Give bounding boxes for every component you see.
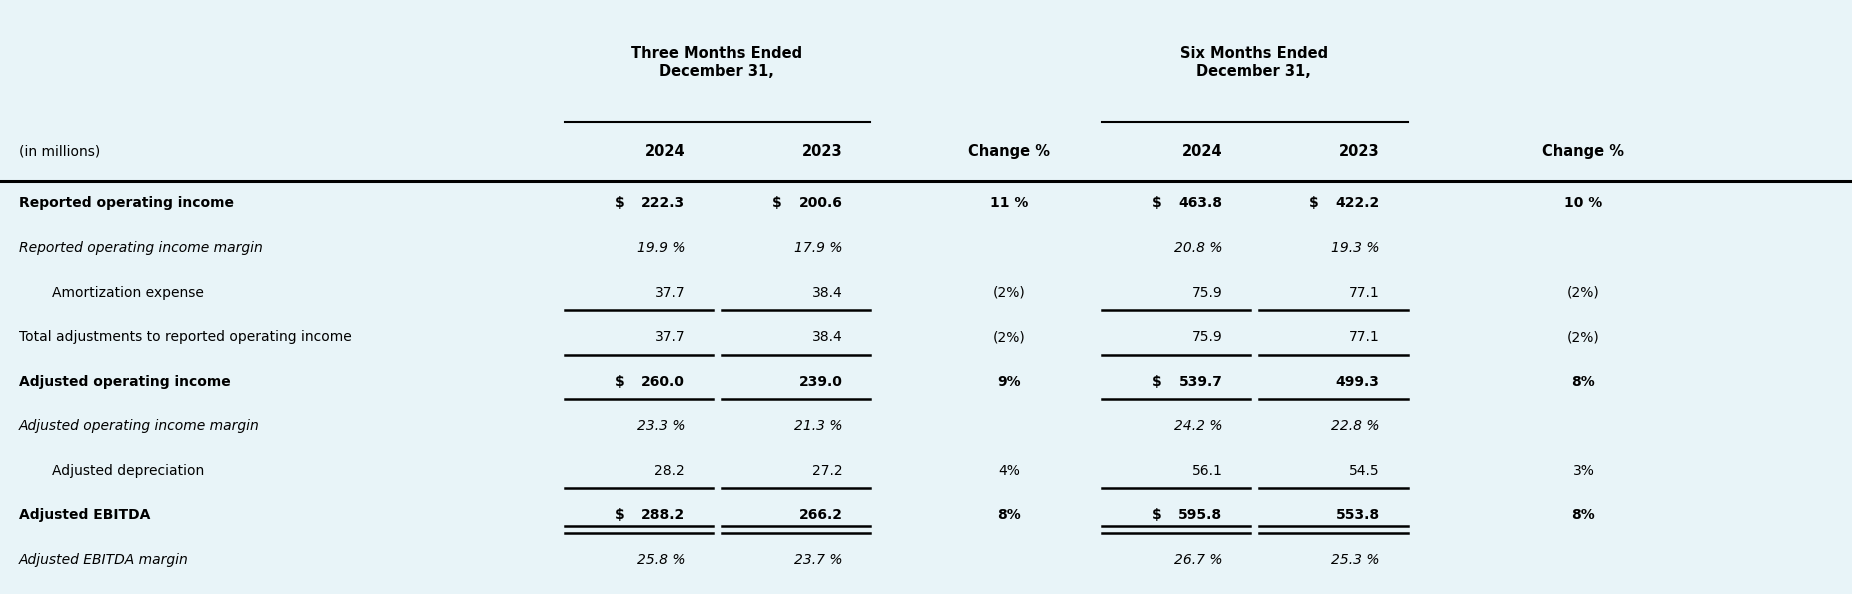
Text: 54.5: 54.5 [1348, 464, 1380, 478]
Text: 19.9 %: 19.9 % [637, 241, 685, 255]
Text: $: $ [1152, 375, 1161, 388]
Text: 9%: 9% [998, 375, 1020, 388]
Text: (2%): (2%) [993, 330, 1026, 344]
Text: 21.3 %: 21.3 % [795, 419, 843, 433]
Text: Change %: Change % [1543, 144, 1624, 159]
Text: 539.7: 539.7 [1178, 375, 1222, 388]
Text: 2023: 2023 [1339, 144, 1380, 159]
Text: 200.6: 200.6 [798, 197, 843, 210]
Text: Adjusted EBITDA: Adjusted EBITDA [19, 508, 150, 522]
Text: 4%: 4% [998, 464, 1020, 478]
Text: 2024: 2024 [1182, 144, 1222, 159]
Text: 2023: 2023 [802, 144, 843, 159]
Text: Six Months Ended
December 31,: Six Months Ended December 31, [1180, 46, 1328, 78]
Text: 77.1: 77.1 [1348, 330, 1380, 344]
Text: $: $ [615, 375, 624, 388]
Text: (2%): (2%) [993, 286, 1026, 299]
Text: Change %: Change % [969, 144, 1050, 159]
Text: 553.8: 553.8 [1335, 508, 1380, 522]
Text: Adjusted depreciation: Adjusted depreciation [52, 464, 204, 478]
Text: (2%): (2%) [1567, 330, 1600, 344]
Text: 19.3 %: 19.3 % [1332, 241, 1380, 255]
Text: 10 %: 10 % [1565, 197, 1602, 210]
Text: Total adjustments to reported operating income: Total adjustments to reported operating … [19, 330, 352, 344]
Text: Adjusted EBITDA margin: Adjusted EBITDA margin [19, 553, 189, 567]
Text: 222.3: 222.3 [641, 197, 685, 210]
Text: 23.3 %: 23.3 % [637, 419, 685, 433]
Text: $: $ [615, 508, 624, 522]
Text: 17.9 %: 17.9 % [795, 241, 843, 255]
Text: 25.8 %: 25.8 % [637, 553, 685, 567]
Text: 23.7 %: 23.7 % [795, 553, 843, 567]
Text: (2%): (2%) [1567, 286, 1600, 299]
Text: 37.7: 37.7 [654, 286, 685, 299]
Text: 288.2: 288.2 [641, 508, 685, 522]
Text: 75.9: 75.9 [1191, 330, 1222, 344]
Text: Adjusted operating income margin: Adjusted operating income margin [19, 419, 259, 433]
Text: 75.9: 75.9 [1191, 286, 1222, 299]
Text: Adjusted operating income: Adjusted operating income [19, 375, 230, 388]
Text: 422.2: 422.2 [1335, 197, 1380, 210]
Text: 38.4: 38.4 [811, 286, 843, 299]
Text: 26.7 %: 26.7 % [1174, 553, 1222, 567]
Text: 8%: 8% [1572, 375, 1595, 388]
Text: 8%: 8% [1572, 508, 1595, 522]
Text: 2024: 2024 [644, 144, 685, 159]
Text: Reported operating income: Reported operating income [19, 197, 233, 210]
Text: Reported operating income margin: Reported operating income margin [19, 241, 263, 255]
Text: $: $ [1152, 508, 1161, 522]
Text: 266.2: 266.2 [798, 508, 843, 522]
Text: 38.4: 38.4 [811, 330, 843, 344]
Text: $: $ [1152, 197, 1161, 210]
Text: 499.3: 499.3 [1335, 375, 1380, 388]
Text: 463.8: 463.8 [1178, 197, 1222, 210]
Text: 37.7: 37.7 [654, 330, 685, 344]
Text: $: $ [772, 197, 782, 210]
Text: 239.0: 239.0 [798, 375, 843, 388]
Text: 24.2 %: 24.2 % [1174, 419, 1222, 433]
Text: 27.2: 27.2 [811, 464, 843, 478]
Text: 25.3 %: 25.3 % [1332, 553, 1380, 567]
Text: 28.2: 28.2 [654, 464, 685, 478]
Text: 77.1: 77.1 [1348, 286, 1380, 299]
Text: Amortization expense: Amortization expense [52, 286, 204, 299]
Text: (in millions): (in millions) [19, 144, 100, 159]
Text: 260.0: 260.0 [641, 375, 685, 388]
Text: $: $ [615, 197, 624, 210]
Text: 22.8 %: 22.8 % [1332, 419, 1380, 433]
Text: 595.8: 595.8 [1178, 508, 1222, 522]
Text: 20.8 %: 20.8 % [1174, 241, 1222, 255]
Text: 56.1: 56.1 [1191, 464, 1222, 478]
Text: 11 %: 11 % [991, 197, 1028, 210]
Text: $: $ [1309, 197, 1319, 210]
Text: Three Months Ended
December 31,: Three Months Ended December 31, [632, 46, 802, 78]
Text: 8%: 8% [998, 508, 1020, 522]
Text: 3%: 3% [1572, 464, 1595, 478]
